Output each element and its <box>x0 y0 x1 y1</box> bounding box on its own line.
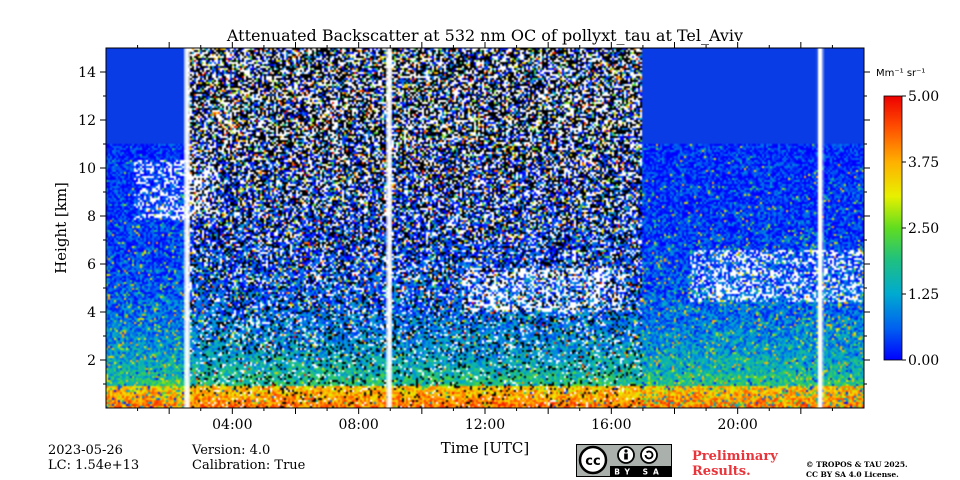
copyright-notice: © TROPOS & TAU 2025. CC BY SA 4.0 Licens… <box>806 460 908 479</box>
y-axis: 2 4 6 8 10 12 14 <box>78 65 870 385</box>
backscatter-heatmap <box>106 48 864 408</box>
colorbar-ticks: 0.00 1.25 2.50 3.75 5.00 <box>902 89 939 369</box>
x-tick-label: 12:00 <box>465 417 505 433</box>
colorbar-tick-label: 3.75 <box>908 155 939 171</box>
colorbar-unit: Mm⁻¹ sr⁻¹ <box>876 68 925 79</box>
colorbar <box>883 95 903 361</box>
x-tick-label: 20:00 <box>717 417 757 433</box>
x-tick-label: 16:00 <box>591 417 631 433</box>
y-axis-label: Height [km] <box>52 182 70 274</box>
x-tick-label: 04:00 <box>212 417 252 433</box>
y-tick-label: 6 <box>87 257 96 273</box>
measurement-date: 2023-05-26 <box>48 443 123 458</box>
calibration-text: Calibration: True <box>192 458 306 473</box>
share-alike-icon <box>640 446 658 464</box>
x-axis-label: Time [UTC] <box>441 439 530 457</box>
colorbar-tick-label: 1.25 <box>908 287 939 303</box>
x-tick-label: 08:00 <box>338 417 378 433</box>
y-tick-label: 2 <box>87 353 96 369</box>
colorbar-tick-label: 2.50 <box>908 221 939 237</box>
colorbar-tick-label: 0.00 <box>908 353 939 369</box>
license-badge-text: BY SA <box>614 468 664 477</box>
x-axis: 04:00 08:00 12:00 16:00 20:00 <box>137 42 833 433</box>
version-text: Version: 4.0 <box>192 443 271 458</box>
y-tick-label: 12 <box>78 113 96 129</box>
lidar-constant: LC: 1.54e+13 <box>48 458 140 473</box>
chart-title: Attenuated Backscatter at 532 nm OC of p… <box>226 26 743 45</box>
cc-license-badge: cc BY SA <box>576 444 672 477</box>
svg-text:cc: cc <box>585 454 600 469</box>
y-tick-label: 4 <box>87 305 96 321</box>
info-left: 2023-05-26 LC: 1.54e+13 <box>48 443 139 473</box>
y-tick-label: 8 <box>87 209 96 225</box>
colorbar-tick-label: 5.00 <box>908 89 939 105</box>
preliminary-notice: Preliminary Results. <box>692 449 778 479</box>
info-middle: Version: 4.0 Calibration: True <box>192 443 305 473</box>
y-tick-label: 14 <box>78 65 96 81</box>
y-tick-label: 10 <box>78 161 96 177</box>
cc-icon <box>578 445 608 475</box>
